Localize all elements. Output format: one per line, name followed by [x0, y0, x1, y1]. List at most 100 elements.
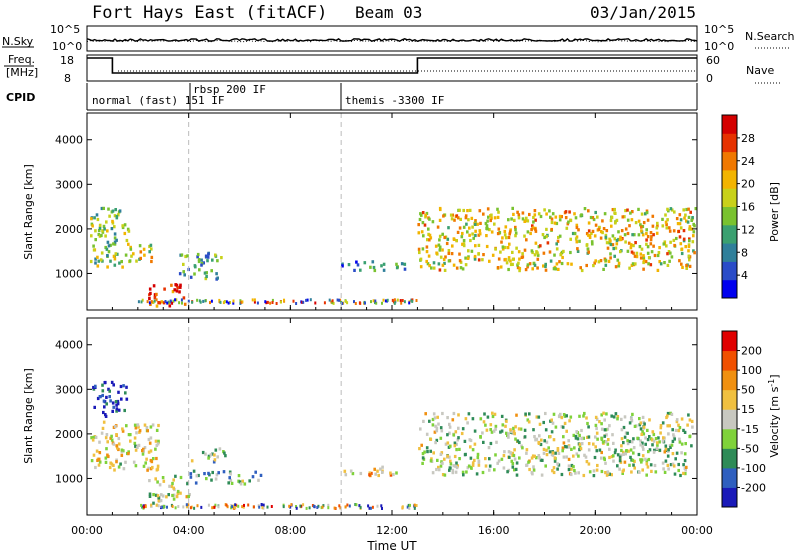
echo-cell	[331, 299, 334, 303]
echo-cell	[122, 467, 126, 471]
echo-cell	[200, 258, 203, 262]
echo-cell	[668, 259, 671, 263]
echo-cell	[594, 445, 597, 449]
echo-cell	[444, 255, 447, 259]
echo-cell	[162, 504, 165, 508]
echo-cell	[90, 234, 93, 238]
echo-cell	[640, 247, 644, 251]
echo-cell	[508, 230, 512, 234]
echo-cell	[432, 412, 436, 416]
echo-cell	[109, 243, 112, 247]
echo-cell	[651, 430, 655, 434]
echo-cell	[670, 412, 674, 416]
echo-cell	[456, 464, 459, 468]
echo-cell	[194, 481, 198, 485]
echo-cell	[93, 405, 96, 409]
echo-cell	[680, 442, 684, 446]
echo-cell	[459, 266, 463, 270]
echo-cell	[230, 481, 234, 485]
echo-cell	[693, 251, 696, 255]
echo-cell	[113, 225, 116, 229]
echo-cell	[687, 215, 691, 219]
echo-cell	[197, 259, 201, 264]
echo-cell	[648, 448, 652, 452]
echo-cell	[489, 428, 492, 432]
echo-cell	[112, 425, 116, 429]
echo-cell	[477, 463, 481, 467]
echo-cell	[563, 421, 567, 425]
echo-cell	[678, 437, 681, 441]
echo-cell	[555, 242, 558, 246]
echo-cell	[204, 277, 208, 281]
echo-cell	[479, 435, 482, 439]
echo-cell	[575, 223, 579, 227]
echo-cell	[420, 230, 424, 234]
echo-cell	[100, 251, 104, 255]
echo-cell	[450, 252, 454, 256]
echo-cell	[133, 436, 137, 440]
echo-cell	[473, 458, 476, 462]
echo-cell	[641, 224, 645, 229]
echo-cell	[557, 235, 560, 240]
echo-cell	[658, 448, 662, 452]
echo-cell	[661, 461, 665, 465]
echo-cell	[542, 451, 546, 455]
echo-cell	[183, 273, 186, 277]
echo-cell	[586, 421, 589, 426]
echo-cell	[656, 268, 660, 272]
echo-cell	[182, 270, 185, 274]
echo-cell	[458, 226, 462, 230]
echo-cell	[159, 499, 163, 503]
echo-cell	[417, 247, 421, 251]
echo-cell	[593, 455, 597, 460]
echo-cell	[96, 396, 100, 401]
echo-cell	[646, 465, 650, 469]
echo-cell	[425, 250, 429, 254]
echo-cell	[654, 437, 658, 441]
echo-cell	[117, 436, 121, 441]
echo-cell	[458, 208, 461, 212]
echo-cell	[573, 469, 576, 473]
echo-cell	[147, 437, 151, 442]
echo-cell	[109, 399, 112, 403]
echo-cell	[157, 439, 160, 443]
echo-cell	[640, 225, 643, 229]
echo-cell	[612, 454, 615, 458]
echo-cell	[192, 469, 196, 473]
echo-cell	[609, 242, 613, 247]
xtick-label: 20:00	[579, 524, 611, 537]
echo-cell	[484, 464, 488, 468]
echo-cell	[533, 454, 536, 458]
echo-cell	[690, 419, 694, 423]
echo-cell	[462, 225, 466, 229]
echo-cell	[610, 414, 613, 418]
echo-cell	[590, 231, 593, 236]
echo-cell	[349, 469, 353, 473]
colorbar-frame	[721, 330, 738, 508]
echo-cell	[465, 222, 468, 226]
echo-cell	[124, 460, 127, 464]
echo-cell	[445, 241, 449, 246]
echo-cell	[488, 464, 492, 468]
echo-cell	[116, 252, 119, 256]
echo-cell	[497, 459, 501, 463]
echo-cell	[478, 229, 482, 233]
echo-cell	[626, 439, 629, 443]
echo-cell	[220, 256, 223, 260]
echo-cell	[509, 228, 512, 232]
echo-cell	[104, 414, 108, 418]
echo-cell	[544, 264, 547, 268]
echo-cell	[312, 504, 315, 508]
echo-cell	[609, 218, 613, 223]
echo-cell	[556, 447, 560, 451]
echo-cell	[609, 252, 612, 256]
echo-cell	[534, 241, 538, 245]
echo-cell	[470, 249, 474, 253]
echo-cell	[393, 301, 396, 305]
echo-cell	[106, 440, 109, 444]
echo-cell	[176, 489, 180, 494]
echo-cell	[478, 209, 482, 213]
echo-cell	[508, 232, 511, 236]
echo-cell	[602, 227, 606, 231]
